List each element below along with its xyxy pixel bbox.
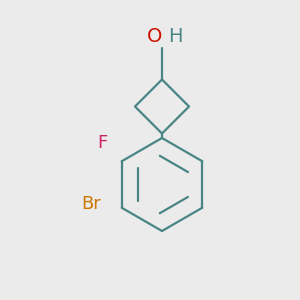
Text: Br: Br (82, 195, 101, 213)
Text: O: O (147, 26, 162, 46)
Text: F: F (97, 134, 107, 152)
Text: H: H (168, 26, 183, 46)
